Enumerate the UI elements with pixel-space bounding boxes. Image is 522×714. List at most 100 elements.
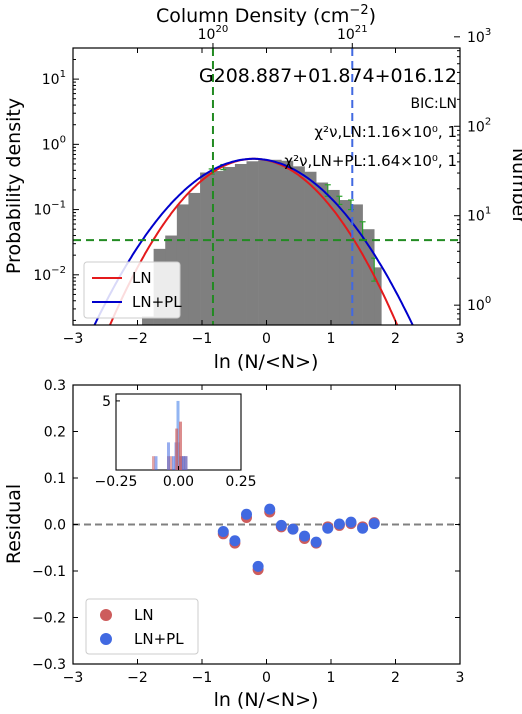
inset-peak-bar <box>179 421 182 470</box>
x-tick-label: 2 <box>391 670 400 686</box>
bottom-y-axis-label: Residual <box>3 484 25 564</box>
bottom-legend: LN LN+PL <box>85 598 199 655</box>
inset-lnpl-bar <box>167 442 170 470</box>
y-tick-label: −0.2 <box>32 611 66 627</box>
top-legend: LN LN+PL <box>83 261 182 319</box>
residual-point <box>345 516 357 528</box>
bottom-panel: −3 −2 −1 0 1 2 3 0.3 0.2 0.1 0.0 −0.1 −0.2 −0.3 −0.2… <box>3 378 464 711</box>
legend-lnpl-marker <box>100 633 112 645</box>
x-tick-label: 1 <box>327 331 336 347</box>
bottom-x-tick-labels: −3 −2 −1 0 1 2 3 <box>63 385 465 686</box>
top-axis-label: Column Density (cm−2) <box>156 3 376 27</box>
histogram-bar <box>211 171 224 325</box>
top-panel: Column Density (cm−2) 1020 1021 −3 −2 −1 0 1 2… <box>3 3 522 373</box>
inset-x-tick-label: −0.25 <box>95 474 138 490</box>
histogram-bar <box>234 163 247 325</box>
y-tick-label: 10−1 <box>33 200 66 219</box>
chi-lnpl-annotation: χ²ν,LN+PL:1.64×10⁰, 1 <box>284 152 457 170</box>
y-tick-label: −0.3 <box>32 657 66 673</box>
residual-point <box>357 522 369 534</box>
x-tick-label: −1 <box>192 331 213 347</box>
histogram-bar <box>258 160 271 325</box>
x-tick-label: 0 <box>262 331 271 347</box>
inset-lnpl-bar <box>154 456 158 470</box>
bottom-legend-box <box>85 598 199 655</box>
x-tick-label: 0 <box>262 670 271 686</box>
inset-x-tick-label: 0.00 <box>163 474 194 490</box>
residual-point <box>322 522 334 534</box>
top-right-y-tick-labels: 103 102 101 100 <box>454 27 491 326</box>
x-tick-label: 3 <box>456 670 465 686</box>
histogram-bar <box>281 160 294 325</box>
histogram-bar <box>142 316 154 325</box>
x-tick-label: −2 <box>127 331 148 347</box>
residual-point <box>252 560 264 572</box>
residual-point <box>229 535 241 547</box>
right-y-tick-label: 103 <box>467 27 491 46</box>
residual-point <box>287 523 299 535</box>
residual-point <box>264 503 276 515</box>
top-y-tick-labels: 101 100 10−1 10−2 <box>33 47 79 321</box>
histogram-bar <box>246 161 259 325</box>
histogram-bar <box>362 229 375 325</box>
inset-ln-bar <box>169 456 173 470</box>
top-x-tick-labels: −3 −2 −1 0 1 2 3 <box>63 48 465 347</box>
histogram-bar <box>269 159 282 325</box>
inset-x-tick-label: 0.25 <box>225 474 256 490</box>
chi-ln-annotation: χ²ν,LN:1.16×10⁰, 1 <box>314 123 457 141</box>
histogram-bar <box>188 192 201 325</box>
legend-ln-marker <box>100 609 112 621</box>
y-tick-label: 10−2 <box>33 265 66 284</box>
residual-point <box>299 530 311 542</box>
y-tick-label: 100 <box>42 134 66 153</box>
top-x-ticks: 1020 1021 <box>198 24 368 48</box>
residual-point <box>217 525 229 537</box>
x-tick-label: 3 <box>456 331 465 347</box>
inset-y-tick-label: 5 <box>102 394 111 410</box>
right-y-tick-label: 101 <box>467 206 491 225</box>
bic-annotation: BIC:LN <box>411 96 458 112</box>
top-right-y-axis-label: Number <box>508 148 522 225</box>
inset-lnpl-bar <box>184 456 188 470</box>
inset-ln-bar <box>152 456 155 470</box>
top-tick-label: 1020 <box>198 24 229 43</box>
legend-ln-label: LN <box>132 269 152 287</box>
x-tick-label: −1 <box>192 670 213 686</box>
histogram-bar <box>374 267 382 325</box>
y-tick-label: −0.1 <box>32 564 66 580</box>
residual-point <box>275 519 287 531</box>
y-tick-label: 0.2 <box>44 425 66 441</box>
residual-point <box>333 518 345 530</box>
residual-point <box>368 518 380 530</box>
y-tick-label: 101 <box>42 69 66 88</box>
residual-plot <box>73 503 460 576</box>
histogram-bar <box>200 172 212 325</box>
histogram-bar <box>176 204 189 325</box>
bottom-legend-ln-label: LN <box>134 606 154 624</box>
histogram-bar <box>316 182 329 325</box>
x-tick-label: −3 <box>63 670 84 686</box>
x-tick-label: 1 <box>327 670 336 686</box>
lnpl-fit-curve <box>93 157 414 325</box>
top-y-axis-label: Probability density <box>3 98 25 274</box>
x-tick-label: −3 <box>63 331 84 347</box>
bottom-y-tick-labels: 0.3 0.2 0.1 0.0 −0.1 −0.2 −0.3 <box>32 378 460 673</box>
histogram-bar <box>292 166 305 325</box>
y-tick-label: 0.0 <box>44 518 66 534</box>
x-tick-label: 2 <box>391 331 400 347</box>
histogram-bar <box>223 166 236 325</box>
inset-lnpl-bar <box>172 456 175 470</box>
bottom-x-axis-label: ln (N/<N>) <box>214 689 319 711</box>
x-tick-label: −2 <box>127 670 148 686</box>
y-tick-label: 0.1 <box>44 471 66 487</box>
top-x-axis-label: ln (N/<N>) <box>214 351 319 373</box>
histogram-bar <box>304 171 317 325</box>
inset-histogram: −0.25 0.00 0.25 5 <box>95 393 257 490</box>
right-y-tick-label: 100 <box>467 295 491 314</box>
residual-point <box>241 508 253 520</box>
top-title: G208.887+01.874+016.12 <box>199 65 457 87</box>
histogram-bar <box>350 204 363 325</box>
histogram-bar <box>327 189 340 325</box>
top-tick-label: 1021 <box>337 24 368 43</box>
